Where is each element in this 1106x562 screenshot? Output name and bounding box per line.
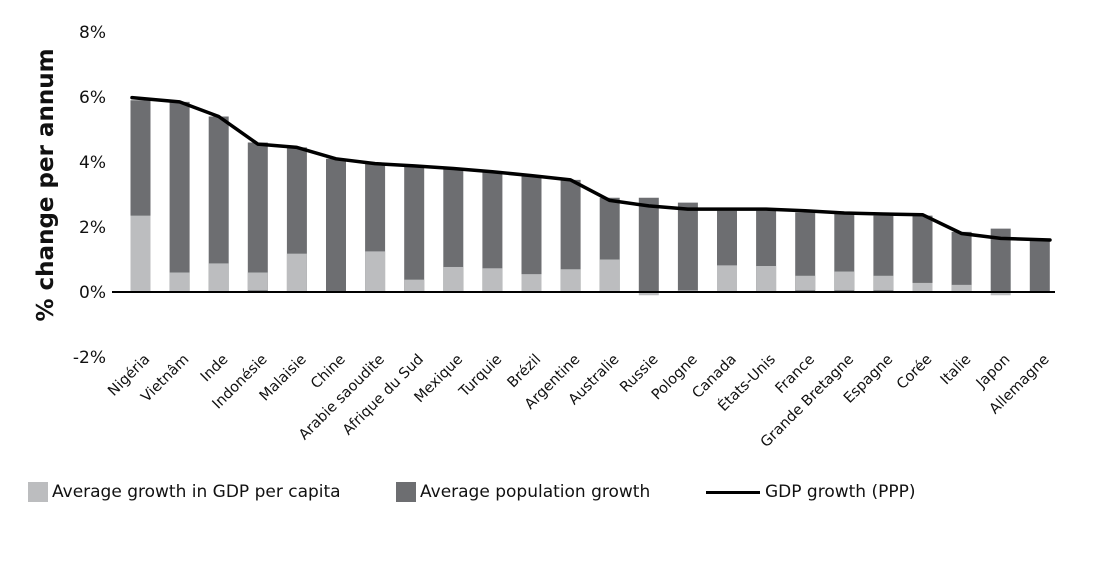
bar-population-growth [990,228,1011,292]
bar-gdp-per-capita [286,253,307,292]
bar-gdp-per-capita [365,251,386,292]
bar-gdp-per-capita [521,274,542,292]
bar-gdp-per-capita [443,266,464,292]
y-axis-label: % change per annum [33,48,59,321]
legend-label: GDP growth (PPP) [765,482,916,502]
bar-gdp-per-capita [912,282,933,292]
bar-gdp-per-capita [208,263,229,292]
bar-gdp-per-capita [990,292,1011,296]
bar-population-growth [404,165,425,292]
bar-population-growth [169,101,190,292]
bar-population-growth [951,231,972,292]
bar-population-growth [677,202,698,292]
legend-swatch-gdp-growth [706,490,760,494]
y-axis: 8% 6% 4% 2% 0% -2% [73,23,106,368]
bar-population-growth [482,171,503,292]
bar-population-growth [326,158,346,292]
bar-gdp-per-capita [795,275,816,291]
legend-label: Average population growth [420,482,651,502]
bar-gdp-per-capita [951,284,972,292]
bar-gdp-per-capita [130,215,151,292]
bar-population-growth [443,168,464,292]
y-tick-label: 8% [79,23,106,43]
y-tick-label: -2% [73,348,106,368]
bar-population-growth [247,142,268,292]
bar-gdp-per-capita [834,271,855,291]
bar-gdp-per-capita [247,272,268,291]
legend: Average growth in GDP per capita Average… [0,482,1106,512]
legend-swatch-population-growth [396,482,416,502]
bar-population-growth [1029,240,1050,292]
legend-item-population-growth: Average population growth [396,482,650,502]
legend-item-gdp-growth: GDP growth (PPP) [706,482,916,502]
x-tick-label: Turquie [456,351,505,400]
bar-gdp-per-capita [404,279,425,292]
x-tick-label: Italie [938,351,975,388]
bar-population-growth [521,175,542,292]
bar-gdp-per-capita [756,266,777,292]
bar-gdp-per-capita [717,265,737,292]
y-tick-label: 2% [79,218,106,238]
bars [130,100,1050,296]
bar-population-growth [638,197,659,292]
y-tick-label: 0% [79,283,106,303]
legend-swatch-gdp-per-capita [28,482,48,502]
bar-gdp-per-capita [560,269,581,292]
bar-gdp-per-capita [638,292,659,296]
x-tick-label: Inde [198,351,232,385]
bar-population-growth [795,212,816,292]
bar-population-growth [873,215,894,292]
legend-item-gdp-per-capita: Average growth in GDP per capita [28,482,341,502]
x-tick-label: Corée [894,351,935,392]
legend-label: Average growth in GDP per capita [52,482,341,502]
y-tick-label: 4% [79,153,106,173]
gdp-growth-line [130,95,1052,242]
bar-gdp-per-capita [599,259,620,292]
bar-gdp-per-capita [482,268,503,292]
bar-gdp-per-capita [873,275,894,291]
bar-population-growth [208,116,229,292]
bar-population-growth [912,215,933,292]
bar-population-growth [560,179,581,292]
bar-gdp-per-capita [169,272,190,292]
y-tick-label: 6% [79,88,106,108]
